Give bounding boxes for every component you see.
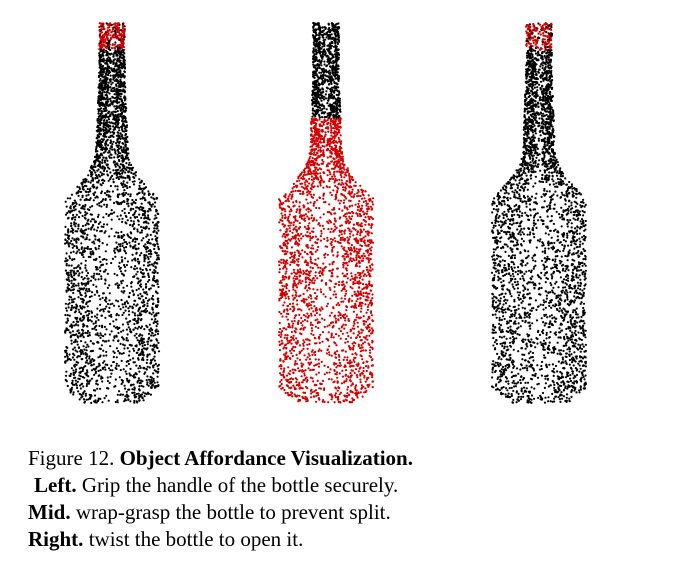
caption-right-text: twist the bottle to open it. [88, 527, 304, 551]
caption-title-line: Figure 12. Object Affordance Visualizati… [28, 445, 668, 472]
bottle-pointcloud-right [469, 18, 609, 408]
caption-left-text: Grip the handle of the bottle securely. [81, 473, 399, 497]
bottle-pointcloud-mid [256, 18, 396, 408]
caption-mid-text: wrap-grasp the bottle to prevent split. [75, 500, 391, 524]
pointcloud-points [64, 22, 161, 404]
pointcloud-left-svg [64, 22, 161, 404]
figure-caption: Figure 12. Object Affordance Visualizati… [28, 445, 668, 553]
caption-mid-line: Mid. wrap-grasp the bottle to prevent sp… [28, 499, 668, 526]
pointcloud-mid-svg [277, 21, 375, 404]
caption-left-line: Left. Grip the handle of the bottle secu… [28, 472, 668, 499]
pointcloud-points [277, 21, 375, 404]
caption-title: Object Affordance Visualization. [119, 446, 413, 470]
caption-mid-label: Mid. [28, 500, 71, 524]
bottle-pointcloud-left [42, 18, 182, 408]
caption-right-label: Right. [28, 527, 84, 551]
figure-area [42, 18, 609, 408]
caption-right-line: Right. twist the bottle to open it. [28, 526, 668, 553]
pointcloud-right-svg [490, 22, 587, 404]
pointcloud-points [490, 22, 587, 404]
figure-number: Figure 12. [28, 446, 115, 470]
caption-left-label: Left. [34, 473, 77, 497]
